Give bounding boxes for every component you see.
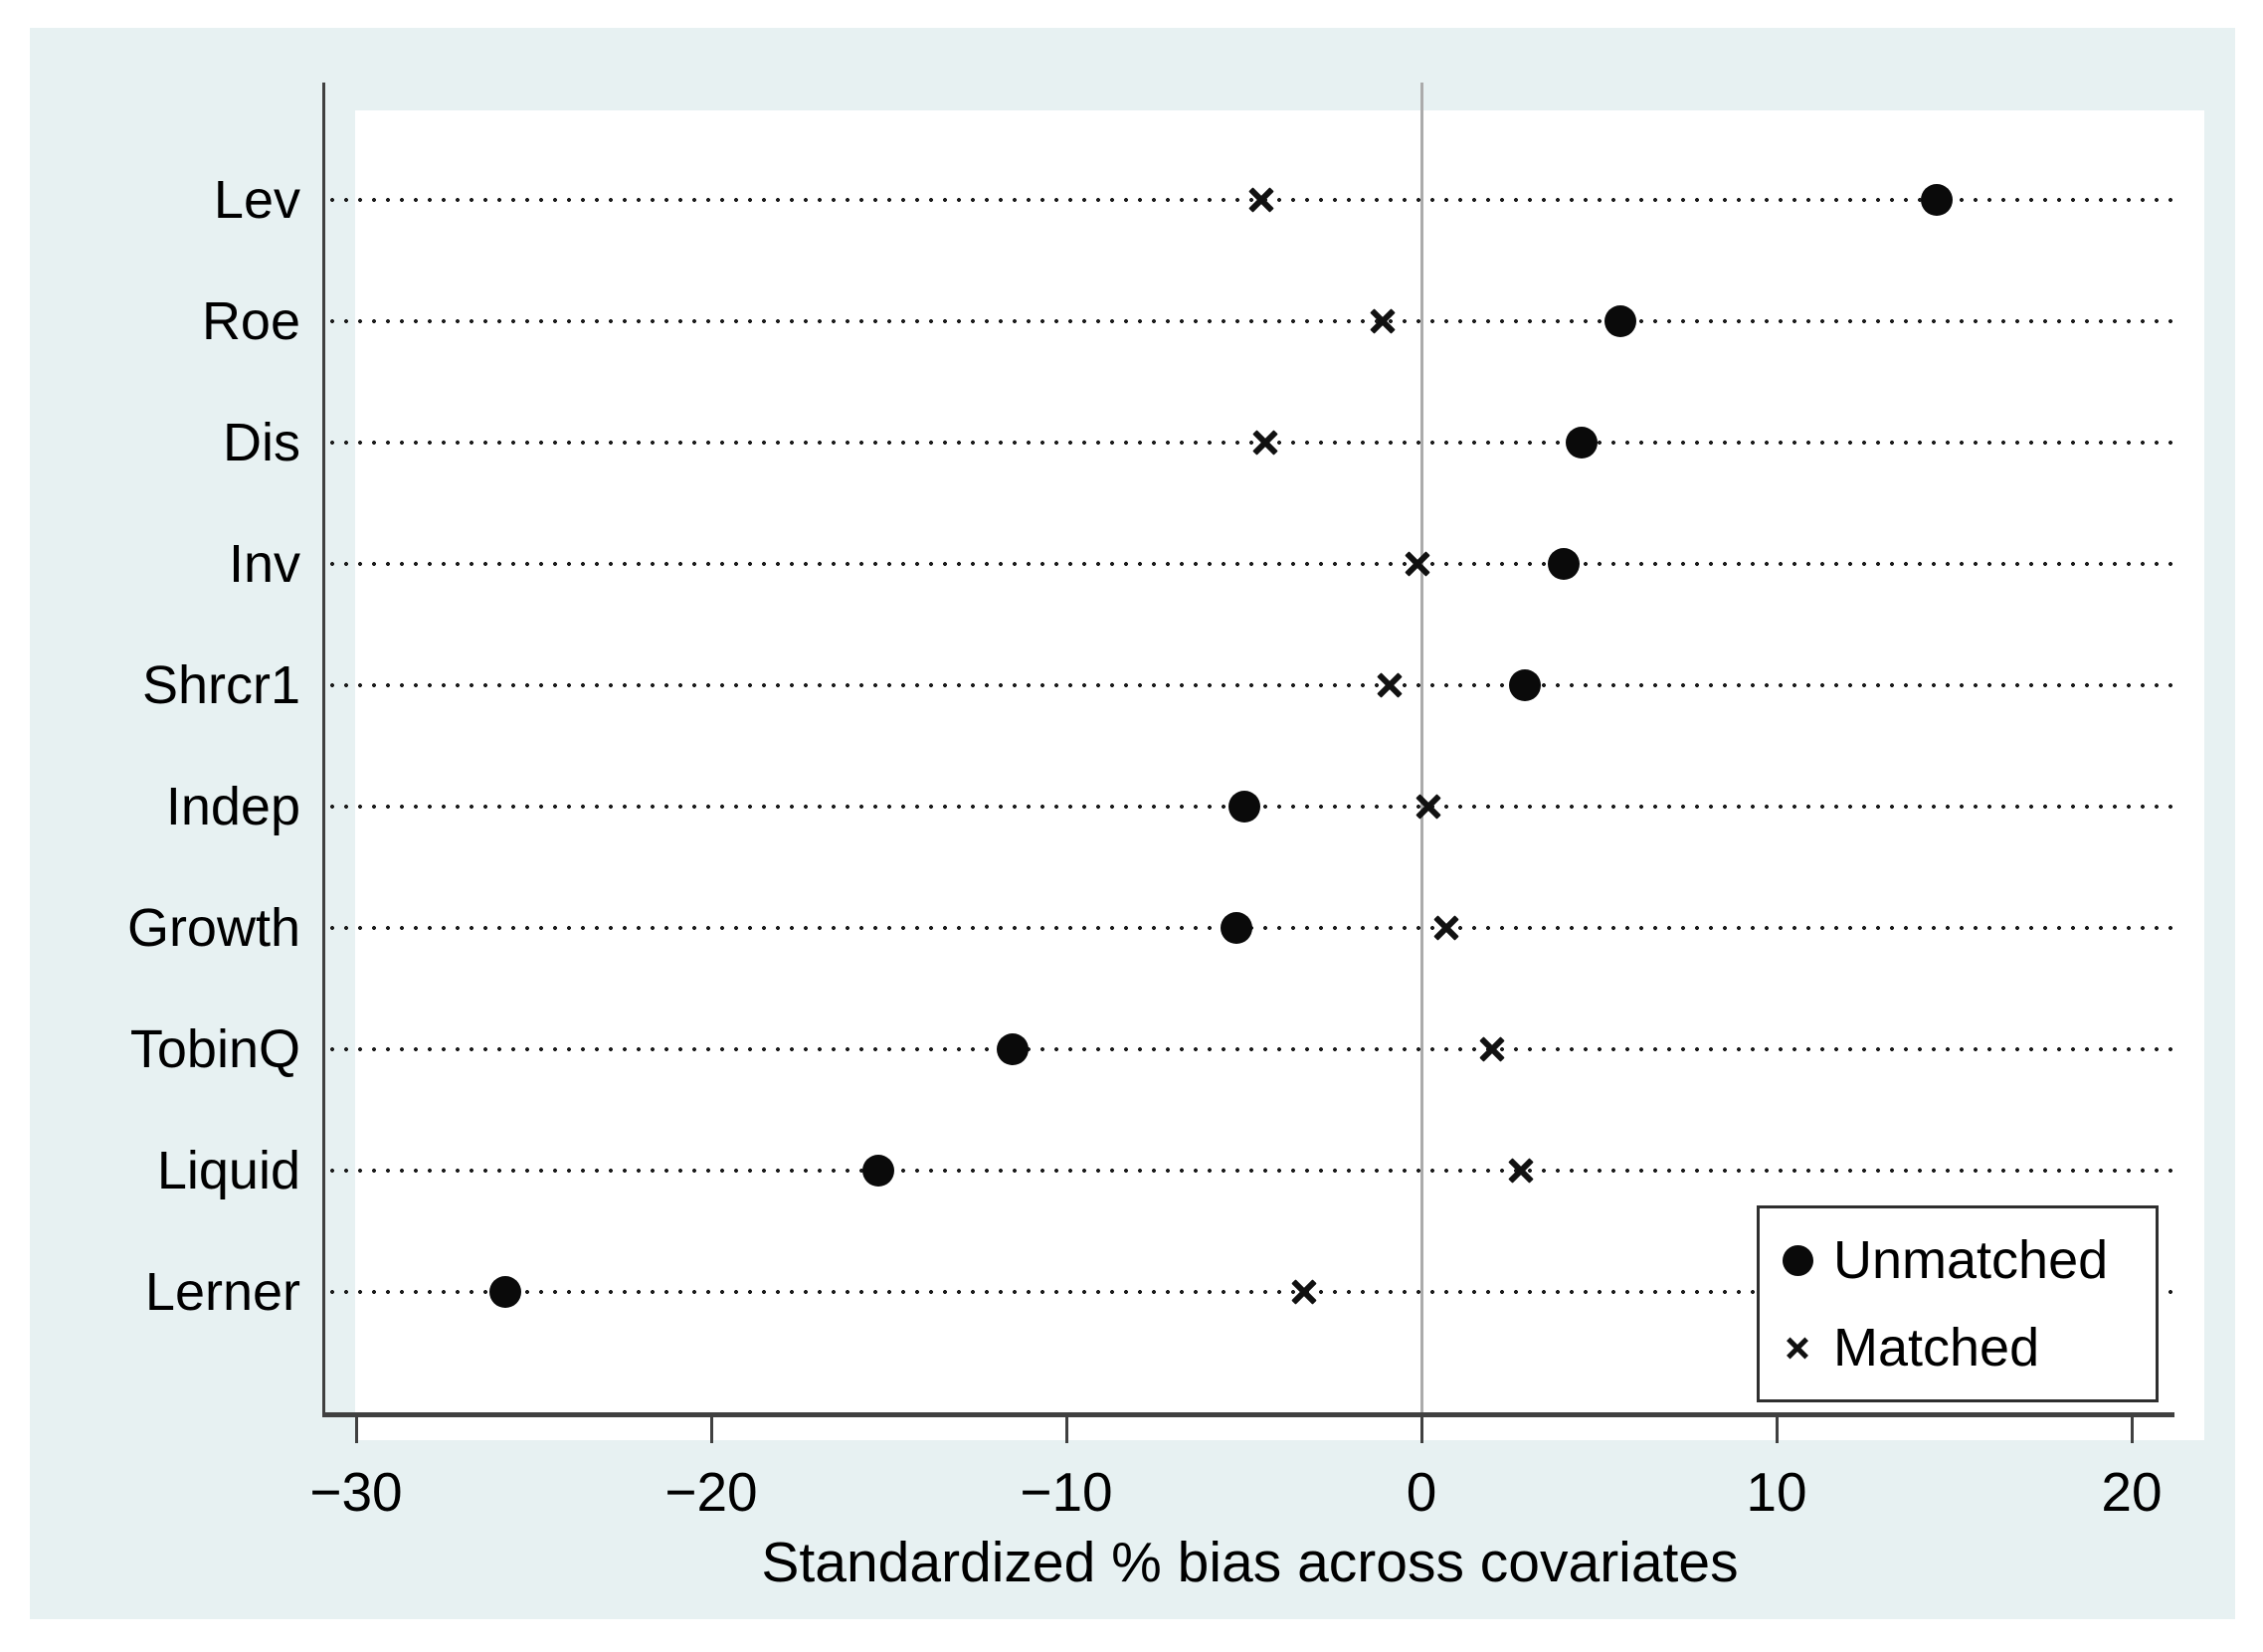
zero-reference-line — [1419, 83, 1423, 1412]
x-axis-title: Standardized % bias across covariates — [761, 1531, 1739, 1594]
x-tick — [1775, 1417, 1779, 1443]
grid-line — [325, 683, 2174, 687]
matched-marker — [1431, 913, 1461, 943]
matched-marker — [1368, 306, 1398, 336]
y-axis-label: TobinQ — [129, 1019, 300, 1079]
unmatched-marker — [1565, 427, 1598, 459]
filled-circle-icon — [1782, 1244, 1813, 1276]
unmatched-marker — [1547, 548, 1580, 580]
y-axis-label: Shrcr1 — [141, 655, 300, 715]
legend-label-matched: Matched — [1833, 1318, 2040, 1377]
unmatched-marker — [1920, 184, 1953, 216]
legend-item-unmatched: Unmatched — [1776, 1229, 2156, 1291]
x-tick-label: 20 — [2101, 1461, 2163, 1523]
matched-marker — [1477, 1034, 1507, 1064]
x-tick — [354, 1417, 358, 1443]
y-axis-label: Roe — [201, 291, 300, 351]
grid-line — [325, 1290, 2174, 1294]
grid-line — [325, 1169, 2174, 1173]
unmatched-marker — [997, 1033, 1030, 1065]
unmatched-marker — [1221, 912, 1253, 944]
y-axis-line — [322, 83, 325, 1417]
matched-marker — [1403, 549, 1432, 579]
x-tick-label: −20 — [664, 1461, 758, 1523]
unmatched-marker — [861, 1155, 894, 1187]
grid-line — [325, 198, 2174, 202]
unmatched-marker — [1508, 669, 1541, 701]
legend-marker-cell — [1776, 1335, 1819, 1361]
matched-marker — [1375, 670, 1405, 700]
grid-line — [325, 562, 2174, 566]
chart-canvas — [30, 28, 2235, 1619]
matched-marker — [1250, 428, 1280, 458]
x-tick-label: −30 — [309, 1461, 403, 1523]
unmatched-marker — [488, 1276, 521, 1308]
x-tick — [1419, 1417, 1423, 1443]
matched-marker — [1246, 185, 1276, 215]
grid-line — [325, 1047, 2174, 1051]
x-tick — [2130, 1417, 2134, 1443]
x-tick-label: 10 — [1746, 1461, 1807, 1523]
x-axis-line — [322, 1412, 2174, 1417]
y-axis-label: Lerner — [144, 1262, 300, 1322]
matched-marker — [1506, 1156, 1536, 1186]
x-tick-label: −10 — [1020, 1461, 1113, 1523]
legend: Unmatched Matched — [1757, 1205, 2159, 1402]
legend-marker-cell — [1776, 1244, 1819, 1276]
unmatched-marker — [1603, 305, 1636, 337]
y-axis-label: Liquid — [156, 1141, 300, 1200]
unmatched-marker — [1227, 791, 1260, 823]
y-axis-label: Lev — [213, 170, 300, 230]
y-axis-label: Indep — [165, 777, 300, 836]
legend-label-unmatched: Unmatched — [1833, 1230, 2109, 1290]
x-tick-label: 0 — [1406, 1461, 1437, 1523]
grid-line — [325, 319, 2174, 323]
y-axis-label: Growth — [126, 898, 300, 958]
legend-item-matched: Matched — [1776, 1317, 2156, 1378]
x-cross-icon — [1785, 1335, 1810, 1361]
matched-marker — [1289, 1277, 1319, 1307]
y-axis-label: Dis — [223, 413, 300, 472]
y-axis-label: Inv — [228, 534, 300, 594]
grid-line — [325, 441, 2174, 445]
x-tick — [709, 1417, 713, 1443]
x-tick — [1064, 1417, 1068, 1443]
matched-marker — [1414, 792, 1443, 822]
